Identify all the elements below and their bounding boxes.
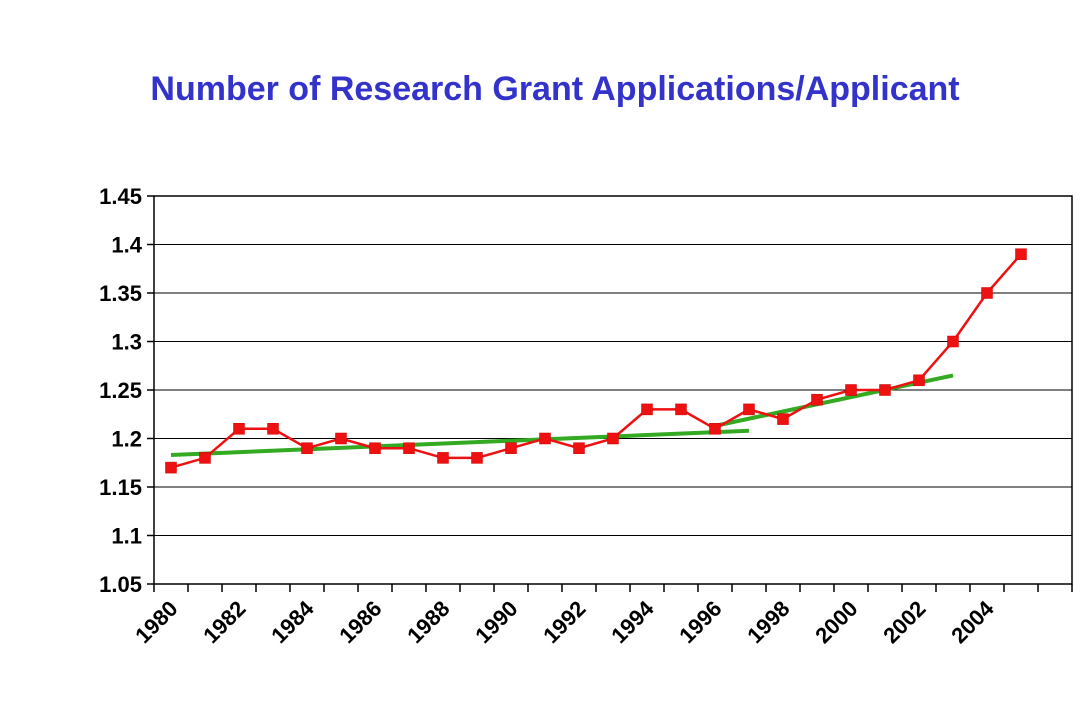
data-point (233, 423, 245, 435)
data-point (1015, 248, 1027, 260)
x-tick-label: 1998 (742, 596, 794, 648)
data-point (437, 452, 449, 464)
data-point (471, 452, 483, 464)
data-point (267, 423, 279, 435)
y-tick-label: 1.1 (111, 524, 142, 549)
data-point (199, 452, 211, 464)
y-tick-label: 1.15 (99, 475, 142, 500)
y-tick-label: 1.05 (99, 572, 142, 597)
y-tick-label: 1.2 (111, 427, 142, 452)
x-tick-label: 2004 (946, 595, 999, 648)
x-tick-label: 1988 (402, 596, 454, 648)
x-tick-label: 1990 (470, 596, 522, 648)
y-axis: 1.05 1.1 1.15 1.2 1.25 1.3 1.35 1.4 1.45 (99, 184, 154, 597)
x-tick-label: 1994 (606, 595, 659, 648)
data-point (981, 287, 993, 299)
data-point (403, 442, 415, 454)
data-point (301, 442, 313, 454)
y-tick-label: 1.4 (111, 233, 142, 258)
data-point (539, 432, 551, 445)
y-tick-label: 1.45 (99, 184, 142, 209)
y-tick-label: 1.35 (99, 281, 142, 306)
data-point (845, 384, 857, 396)
x-tick-label: 1992 (538, 596, 590, 648)
y-tick-label: 1.3 (111, 330, 142, 355)
chart-title: Number of Research Grant Applications/Ap… (150, 70, 960, 108)
data-point (743, 403, 755, 416)
data-point (607, 432, 619, 445)
data-points (165, 248, 1027, 474)
data-point (913, 374, 925, 387)
x-tick-label: 1986 (334, 596, 386, 648)
x-tick-label: 2002 (878, 596, 930, 648)
data-point (165, 461, 177, 474)
gridlines (154, 195, 1072, 536)
data-point (675, 403, 687, 416)
data-point (777, 413, 789, 425)
trendline (170, 428, 750, 457)
data-point (947, 335, 959, 348)
y-tick-label: 1.25 (99, 378, 142, 403)
data-point (811, 393, 823, 406)
data-point (369, 442, 381, 454)
data-point (505, 442, 517, 454)
x-axis-labels: 1980 1982 1984 1986 1988 1990 1992 1994 1996 1998… (130, 595, 999, 648)
data-point (709, 423, 721, 435)
x-tick-label: 2000 (810, 596, 862, 648)
x-tick-label: 1996 (674, 596, 726, 648)
x-tick-label: 1984 (266, 595, 319, 648)
data-point (879, 384, 891, 396)
data-point (335, 432, 347, 445)
data-point (641, 403, 653, 416)
data-point (573, 442, 585, 454)
x-axis (153, 584, 1073, 592)
x-tick-label: 1982 (198, 596, 250, 648)
x-tick-label: 1980 (130, 596, 182, 648)
